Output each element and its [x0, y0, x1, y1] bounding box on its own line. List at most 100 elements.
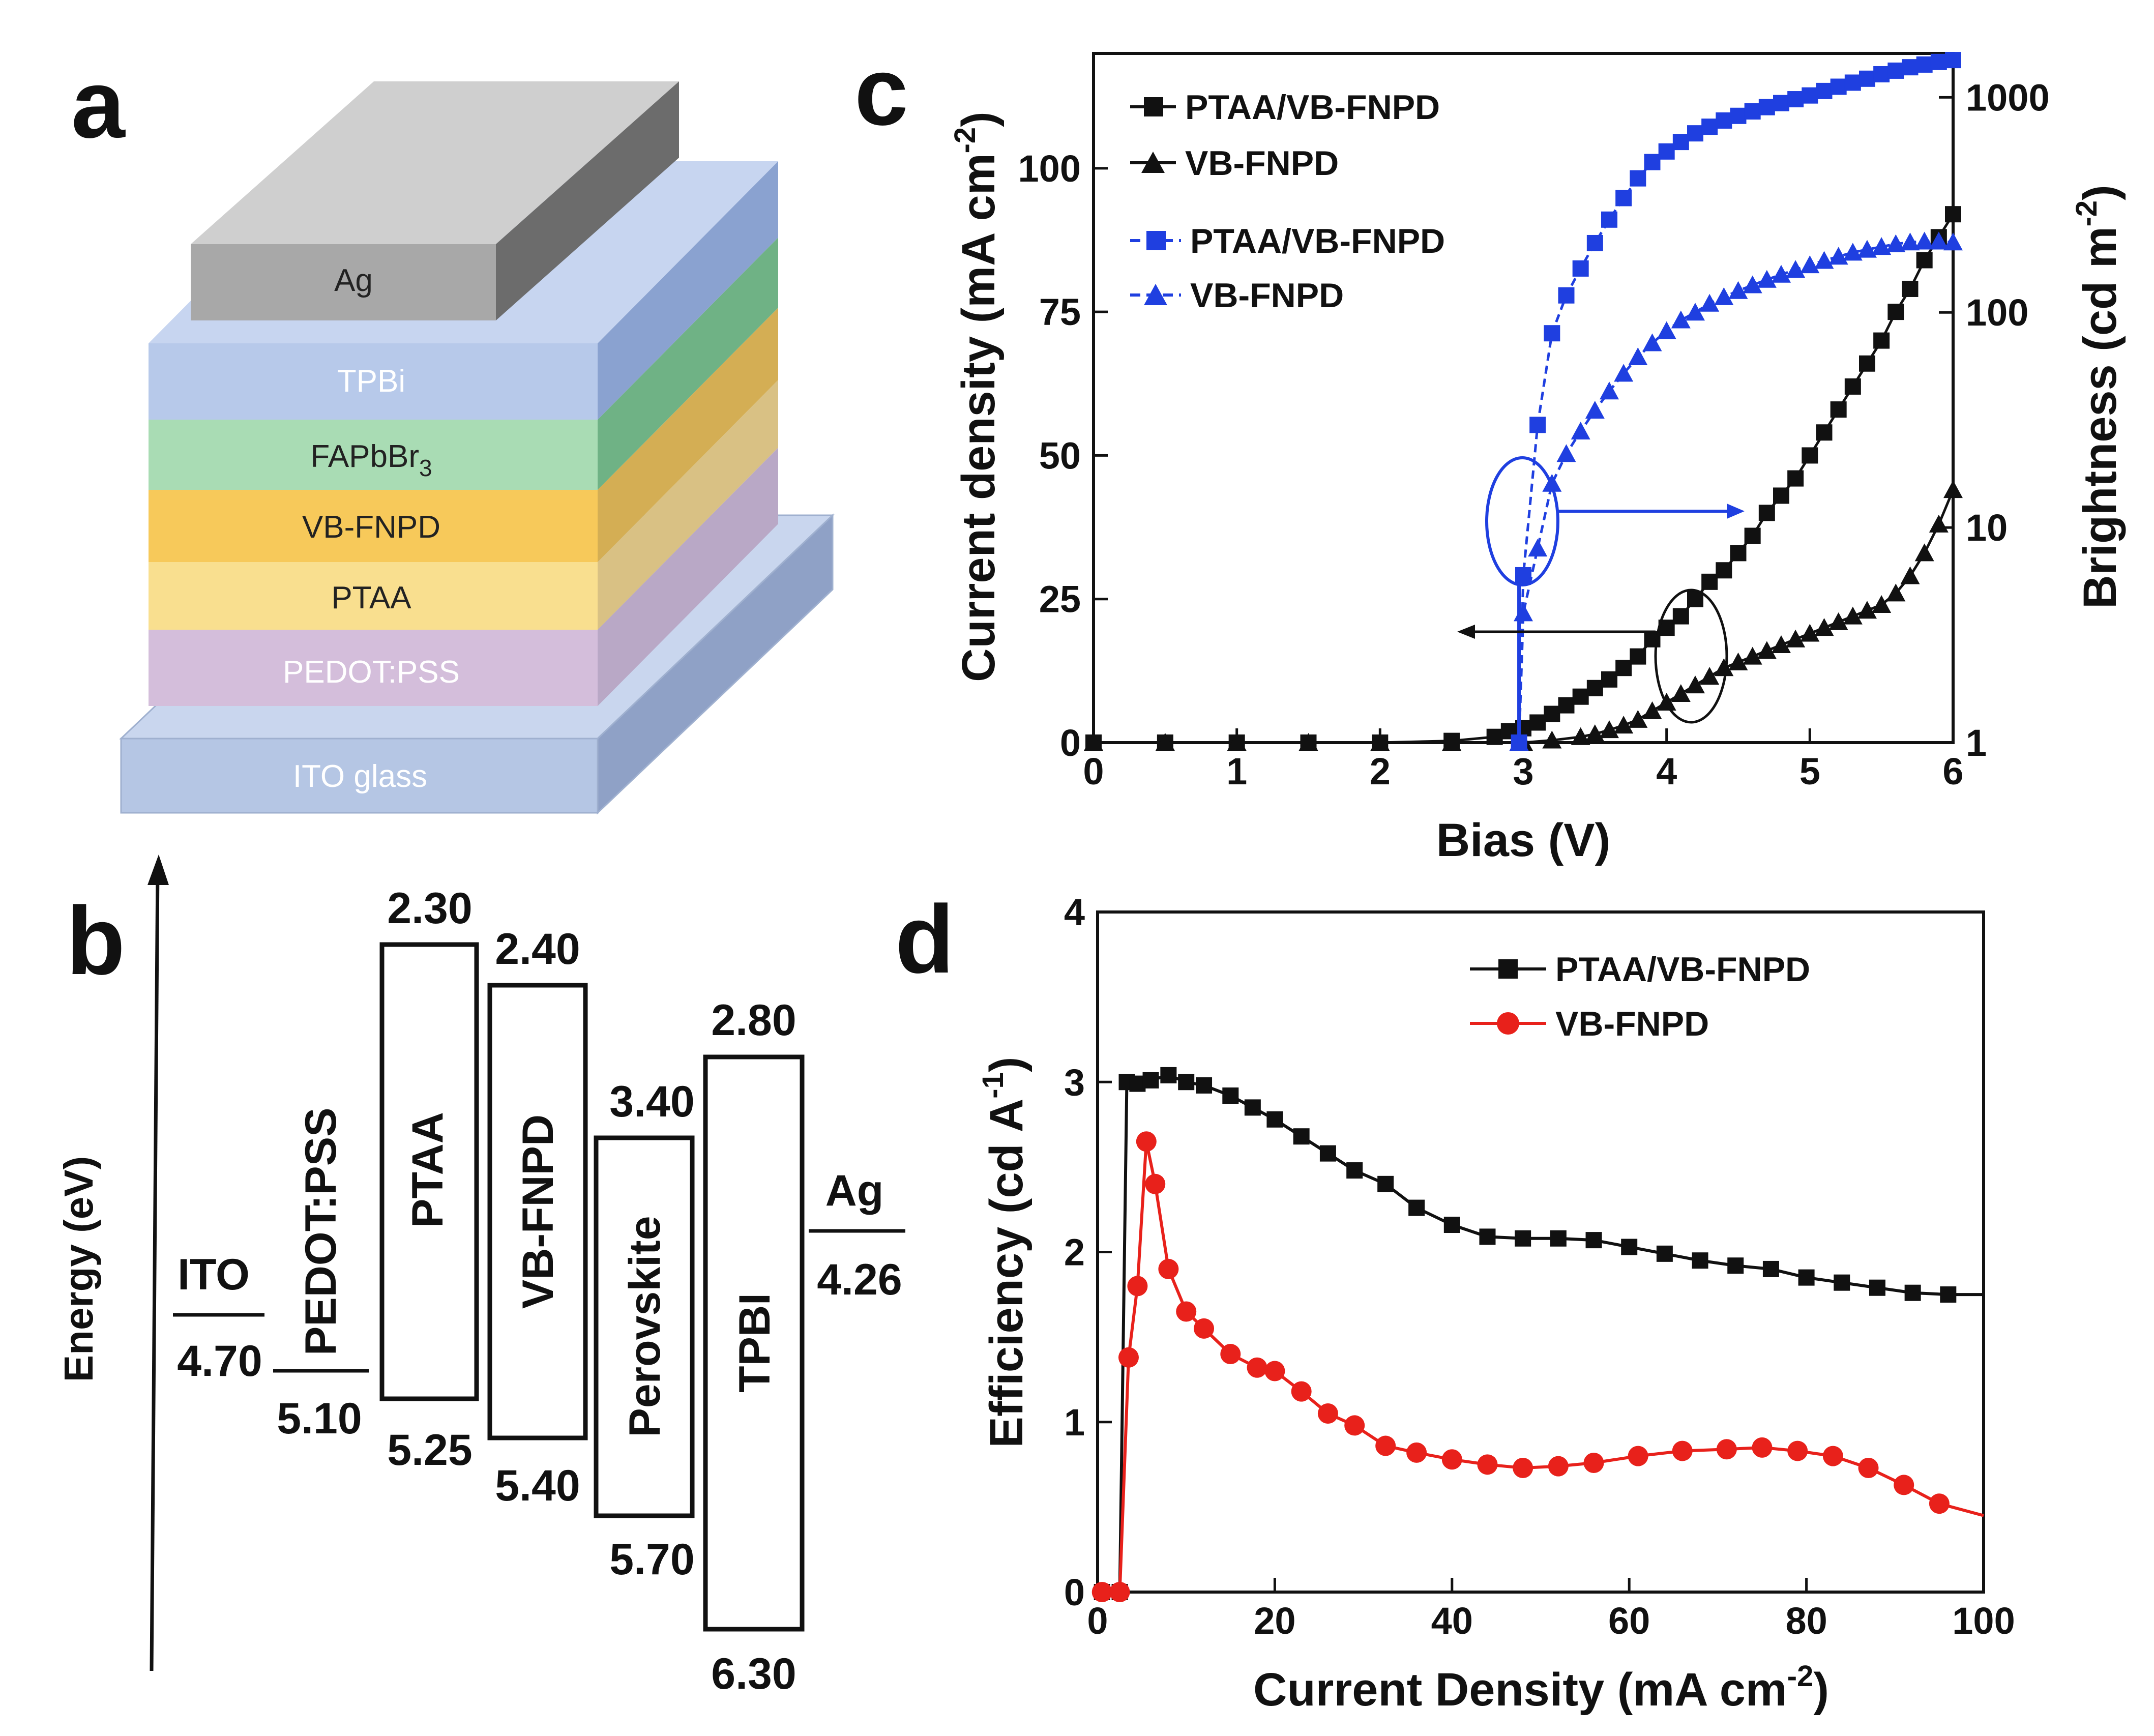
c-point-2 [1544, 325, 1560, 342]
c-point-2 [1844, 74, 1861, 91]
legend-c-marker-3 [1146, 231, 1166, 250]
c-point-0 [1630, 648, 1646, 665]
c-xtick-label: 1 [1226, 750, 1247, 792]
arrow-to-right-axis-head [1727, 504, 1745, 519]
c-xtick-label: 2 [1370, 750, 1391, 792]
box-tpbi-name: TPBI [730, 1293, 779, 1393]
c-point-3 [1686, 303, 1705, 321]
c-point-2 [1859, 70, 1875, 87]
d-point-0 [1142, 1072, 1159, 1088]
c-point-1 [1700, 667, 1720, 685]
c-point-1 [1929, 514, 1949, 533]
c-point-3 [1929, 231, 1949, 250]
c-point-0 [1802, 447, 1818, 464]
layer-label-tpbi: TPBi [337, 364, 405, 399]
d-ytick-label: 4 [1064, 891, 1085, 933]
d-point-0 [1904, 1284, 1921, 1301]
d-point-1 [1264, 1361, 1285, 1381]
c-point-1 [1786, 629, 1806, 648]
c-point-1 [1600, 720, 1619, 739]
panel-c-ylabel: Current density (mA cm-2) [949, 111, 1005, 682]
box-tpbi-bottom: 6.30 [711, 1650, 796, 1698]
panel-c-legend: PTAA/VB-FNPD VB-FNPD PTAA/VB-FNPD VB-FNP… [1130, 88, 1445, 315]
panel-c-xlabel: Bias (V) [1436, 814, 1611, 866]
d-point-0 [1244, 1099, 1261, 1116]
d-ytick-label: 2 [1064, 1231, 1085, 1274]
c-point-1 [1571, 727, 1590, 745]
c-point-0 [1716, 562, 1732, 579]
c-point-1 [1227, 733, 1247, 751]
c-point-0 [1615, 660, 1632, 676]
c-point-1 [1714, 658, 1734, 676]
d-point-1 [1894, 1475, 1914, 1495]
panel-c-y2label: Brightness (cd m-2) [2070, 185, 2126, 609]
layer-ito-side [597, 513, 834, 815]
c-point-2 [1930, 53, 1947, 70]
layer-pedot-front [149, 630, 598, 706]
layer-vbfnpd-side [598, 308, 778, 562]
c-xtick-label: 0 [1083, 750, 1104, 792]
c-point-2 [1716, 112, 1732, 129]
c-point-2 [1658, 143, 1675, 160]
c-point-0 [1586, 680, 1603, 696]
c-point-3 [1943, 232, 1963, 251]
d-point-1 [1752, 1437, 1773, 1458]
c-point-1 [1943, 480, 1963, 498]
panel-a-letter: a [71, 50, 126, 158]
c-ytick-label: 25 [1039, 578, 1081, 621]
d-point-0 [1443, 1217, 1460, 1233]
d-point-1 [1822, 1446, 1843, 1466]
d-point-0 [1319, 1145, 1336, 1162]
panel-c-letter: c [854, 38, 908, 145]
panel-d-letter: d [895, 886, 954, 993]
box-tpbi-top: 2.80 [711, 996, 796, 1045]
d-point-1 [1247, 1357, 1267, 1378]
d-point-1 [1375, 1435, 1396, 1456]
c-xtick-label: 3 [1513, 750, 1533, 792]
legend-c-text-2: VB-FNPD [1185, 144, 1339, 183]
c-point-2 [1558, 287, 1575, 304]
c-point-2 [1701, 119, 1718, 135]
c-point-3 [1886, 234, 1906, 252]
c-point-3 [1728, 281, 1748, 299]
layer-label-fapbbr3: FAPbBr3 [310, 439, 432, 481]
d-xtick-label: 60 [1608, 1600, 1650, 1642]
c-point-1 [1370, 733, 1390, 751]
panel-d: d 0 20 40 60 80 100 0 1 2 3 4 PTAA/VB-FNPD VB-FNPD… [895, 886, 2015, 1716]
legend-d-text-2: VB-FNPD [1555, 1005, 1709, 1043]
c-point-1 [1155, 733, 1175, 751]
box-perovskite [594, 1135, 695, 1518]
d-point-0 [1515, 1230, 1531, 1247]
c-point-0 [1758, 505, 1775, 521]
layer-ptaa-front [149, 562, 598, 630]
c-point-1 [1299, 733, 1318, 751]
c-point-3 [1600, 381, 1619, 400]
c-point-3 [1528, 539, 1548, 557]
d-point-1 [1513, 1457, 1533, 1478]
d-point-1 [1176, 1301, 1197, 1322]
c-point-3 [1872, 237, 1892, 255]
c-point-2 [1672, 134, 1689, 151]
level-ito-name: ITO [178, 1250, 250, 1299]
d-point-0 [1160, 1067, 1177, 1083]
c-point-3 [1642, 333, 1662, 351]
level-ag-name: Ag [825, 1166, 884, 1215]
d-xtick-label: 80 [1785, 1600, 1827, 1642]
c-point-1 [1084, 733, 1103, 751]
c-y2tick-label: 1000 [1966, 76, 2050, 119]
panel-a: a Ag TPB [71, 50, 835, 815]
c-ytick-label: 0 [1060, 722, 1081, 764]
c-point-0 [1601, 671, 1617, 688]
c-point-0 [1887, 304, 1904, 320]
c-point-2 [1830, 78, 1847, 95]
c-point-1 [1900, 566, 1920, 584]
panel-d-ylabel: Efficiency (cd A-1) [977, 1057, 1032, 1448]
c-point-0 [1902, 280, 1919, 297]
layer-ito-front [120, 738, 599, 814]
legend-c-marker-4 [1144, 284, 1167, 305]
legend-c-marker-2 [1141, 152, 1165, 173]
d-point-0 [1293, 1128, 1310, 1145]
c-series-line-3 [1518, 240, 1954, 743]
c-point-1 [1757, 641, 1777, 659]
c-point-3 [1700, 293, 1720, 312]
